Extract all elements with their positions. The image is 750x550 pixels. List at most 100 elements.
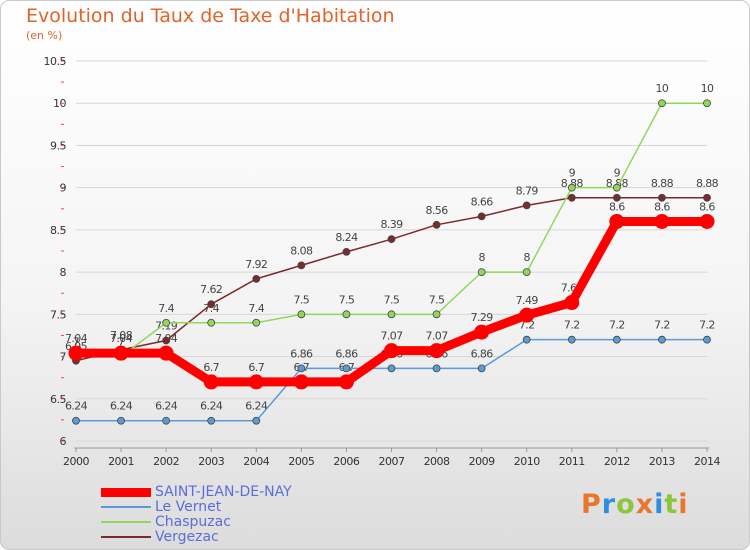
data-label-vergezac: 8.88 (561, 177, 584, 190)
data-label-le-vernet: 7.2 (519, 319, 535, 332)
data-label-saint-jean-de-nay: 8.6 (654, 200, 670, 213)
x-tick-label: 2012 (604, 455, 630, 468)
data-point-le-vernet (432, 364, 441, 373)
legend-label-chaspuzac: Chaspuzac (155, 514, 231, 530)
x-tick-label: 2014 (694, 455, 720, 468)
data-point-saint-jean-de-nay (699, 213, 715, 229)
data-point-saint-jean-de-nay (609, 213, 625, 229)
data-point-vergezac (703, 193, 711, 202)
data-point-vergezac (522, 201, 531, 210)
chart-title: Evolution du Taux de Taxe d'Habitation (26, 5, 395, 27)
data-point-saint-jean-de-nay (564, 295, 580, 311)
data-label-le-vernet: 7.2 (564, 319, 580, 332)
data-point-saint-jean-de-nay (293, 374, 309, 390)
data-label-vergezac: 8.39 (380, 218, 403, 231)
legend-swatch-le-vernet (101, 506, 151, 508)
data-label-chaspuzac: 7 (73, 336, 80, 349)
x-tick-label: 2006 (333, 455, 359, 468)
data-label-saint-jean-de-nay: 6.7 (248, 361, 264, 374)
data-point-le-vernet (297, 364, 306, 373)
data-point-le-vernet (117, 416, 125, 425)
data-label-vergezac: 7.62 (200, 283, 222, 296)
data-point-saint-jean-de-nay (429, 343, 445, 359)
data-point-chaspuzac (522, 268, 531, 277)
logo-letter: r (601, 489, 617, 520)
y-tick-label: 10.5 (44, 55, 67, 68)
series-saint-jean-de-nay (68, 213, 715, 390)
data-label-vergezac: 8.88 (606, 177, 629, 190)
logo-letter: o (616, 489, 636, 520)
data-label-saint-jean-de-nay: 7.04 (65, 332, 88, 345)
x-tick-label: 2008 (424, 455, 450, 468)
x-tick-label: 2004 (243, 455, 269, 468)
data-point-chaspuzac (387, 310, 396, 319)
x-tick-label: 2000 (63, 455, 89, 468)
data-label-le-vernet: 6.86 (335, 347, 358, 360)
data-point-chaspuzac (567, 183, 576, 192)
data-point-vergezac (252, 274, 261, 283)
data-label-chaspuzac: 7.5 (339, 293, 355, 306)
data-label-saint-jean-de-nay: 8.6 (609, 200, 625, 213)
data-point-saint-jean-de-nay (474, 324, 490, 340)
logo-letter: t (664, 489, 679, 520)
legend-label-saint-jean-de-nay: SAINT-JEAN-DE-NAY (155, 484, 292, 500)
data-point-chaspuzac (703, 99, 711, 108)
data-label-saint-jean-de-nay: 7.07 (380, 330, 403, 343)
data-label-vergezac: 8.79 (516, 184, 539, 197)
data-point-vergezac (387, 235, 396, 244)
data-point-saint-jean-de-nay (248, 374, 264, 390)
data-point-le-vernet (387, 364, 396, 373)
data-point-le-vernet (207, 416, 216, 425)
data-label-saint-jean-de-nay: 7.29 (471, 311, 494, 324)
data-point-saint-jean-de-nay (203, 374, 219, 390)
data-label-vergezac: 8.08 (290, 244, 313, 257)
data-label-chaspuzac: 9 (614, 167, 621, 180)
data-point-vergezac (658, 193, 666, 202)
data-label-le-vernet: 6.24 (65, 400, 88, 413)
data-label-vergezac: 8.88 (696, 177, 719, 190)
data-label-saint-jean-de-nay: 8.6 (699, 200, 715, 213)
data-label-le-vernet: 6.86 (290, 347, 313, 360)
data-point-le-vernet (252, 416, 261, 425)
data-label-chaspuzac: 7.5 (384, 293, 400, 306)
data-label-chaspuzac: 8 (478, 251, 485, 264)
data-label-saint-jean-de-nay: 7.04 (110, 332, 133, 345)
series-chaspuzac (72, 99, 711, 361)
data-point-vergezac (612, 193, 621, 202)
data-label-chaspuzac: 8 (524, 251, 531, 264)
data-label-le-vernet: 6.24 (200, 400, 223, 413)
data-point-chaspuzac (252, 318, 261, 327)
x-tick-label: 2013 (649, 455, 675, 468)
data-label-vergezac: 8.24 (335, 231, 358, 244)
proxiti-logo: Proxiti (581, 489, 689, 520)
x-tick-label: 2005 (288, 455, 314, 468)
data-point-le-vernet (162, 416, 171, 425)
data-point-saint-jean-de-nay (68, 345, 84, 361)
data-point-chaspuzac (342, 310, 351, 319)
data-label-le-vernet: 7.2 (654, 319, 670, 332)
data-label-chaspuzac: 10 (656, 82, 669, 95)
data-point-le-vernet (658, 335, 666, 344)
logo-letter: i (654, 489, 665, 520)
data-point-le-vernet (567, 335, 576, 344)
legend-label-vergezac: Vergezac (155, 529, 219, 545)
data-label-chaspuzac: 7.5 (294, 293, 310, 306)
data-point-vergezac (567, 193, 576, 202)
x-tick-label: 2009 (469, 455, 495, 468)
data-label-le-vernet: 6.86 (471, 347, 494, 360)
data-point-saint-jean-de-nay (654, 213, 670, 229)
data-point-saint-jean-de-nay (338, 374, 354, 390)
x-tick-label: 2002 (153, 455, 179, 468)
data-label-chaspuzac: 7 (118, 336, 125, 349)
data-point-chaspuzac (612, 183, 621, 192)
data-label-le-vernet: 6.24 (110, 400, 133, 413)
data-label-vergezac: 7.08 (110, 329, 133, 342)
x-tick-label: 2003 (198, 455, 224, 468)
data-label-le-vernet: 7.2 (699, 319, 715, 332)
data-point-chaspuzac (297, 310, 306, 319)
legend-label-le-vernet: Le Vernet (155, 499, 222, 515)
data-point-vergezac (432, 220, 441, 229)
data-label-chaspuzac: 7.4 (248, 302, 264, 315)
